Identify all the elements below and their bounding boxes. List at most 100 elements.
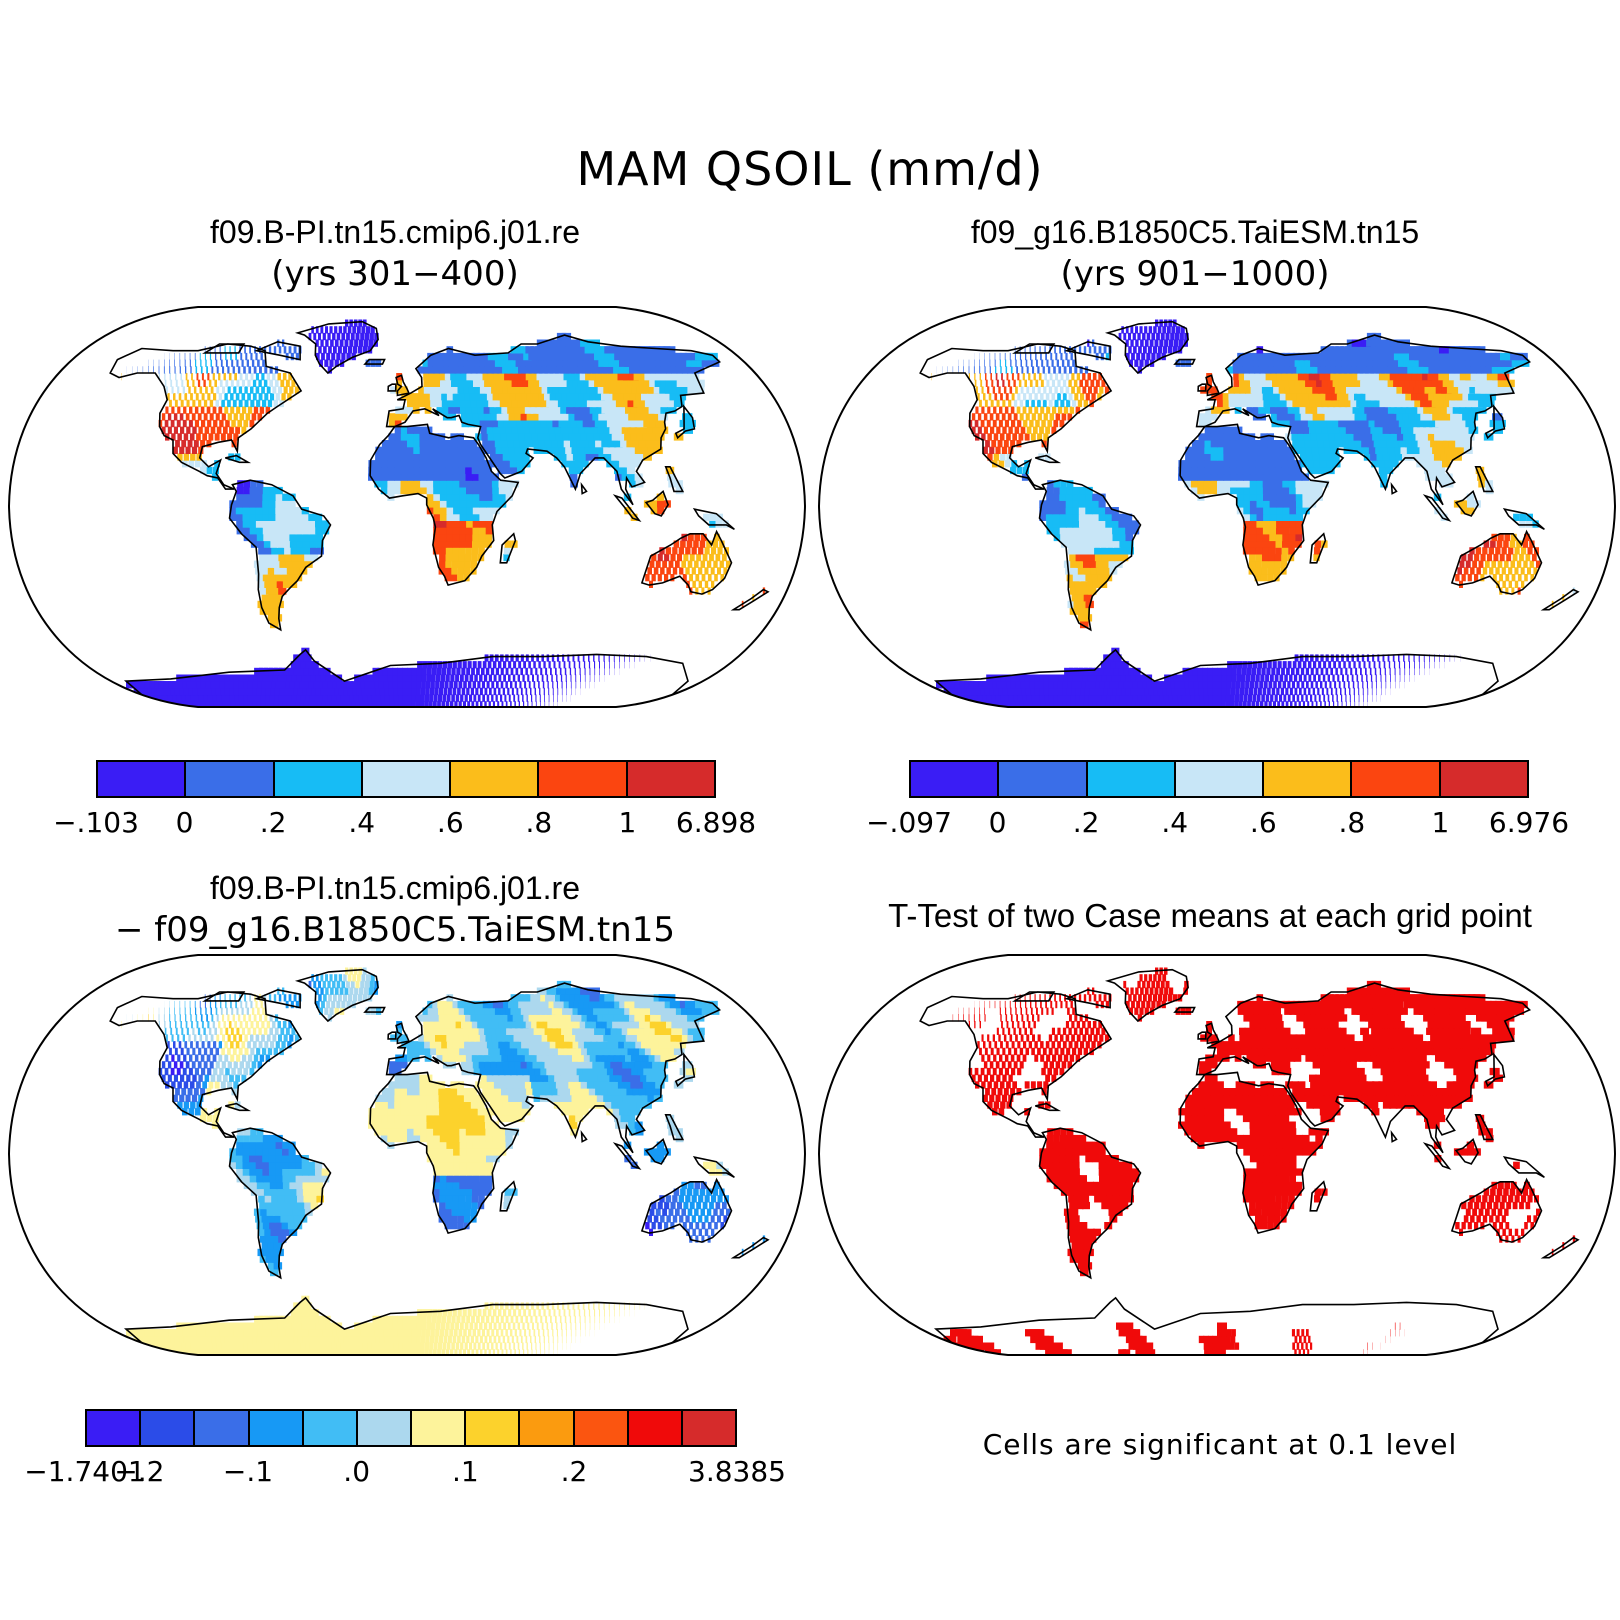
case1-colorbar: [96, 760, 716, 798]
colorbar-tick-label: 1: [618, 806, 637, 839]
colorbar-swatch: [627, 762, 714, 796]
colorbar-tick-label: .1: [451, 1455, 479, 1488]
coastline-victoria: [202, 343, 246, 354]
colorbar-tick-label: 0: [175, 806, 194, 839]
coastline-newGuinea: [692, 508, 735, 531]
coastline-eurasia: [1195, 982, 1532, 1154]
coastline-sumatra: [1422, 494, 1452, 523]
colorbar-tick-label: .4: [1161, 806, 1189, 839]
colorbar-swatch: [249, 1411, 304, 1445]
coastline-cuba: [225, 454, 252, 464]
coastline-japan: [1484, 404, 1506, 440]
coastlines: [109, 968, 770, 1355]
coastline-philippines: [1474, 1114, 1495, 1141]
colorbar-swatch: [628, 1411, 683, 1445]
coastline-eurasia: [385, 982, 722, 1154]
difference-map: [8, 954, 806, 1356]
coastline-newZealand: [1540, 588, 1580, 611]
coastline-australia: [1450, 1177, 1543, 1243]
colorbar-tick-label: .8: [1338, 806, 1366, 839]
coastline-antarctica: [933, 1296, 1499, 1355]
significance-note: Cells are significant at 0.1 level: [982, 1428, 1458, 1461]
coastline-greenland: [1104, 968, 1189, 1023]
coastline-britain: [395, 1022, 411, 1045]
coastline-greenland: [294, 320, 379, 375]
coastline-iceland: [363, 1006, 386, 1013]
map-border: [8, 954, 806, 1356]
colorbar-swatch: [1087, 762, 1176, 796]
coastline-iceland: [1173, 358, 1196, 365]
ttest-title: T-Test of two Case means at each grid po…: [888, 897, 1532, 934]
coastline-britain: [395, 374, 411, 397]
coastline-ireland: [387, 383, 397, 392]
coastline-northAmerica: [919, 343, 1113, 490]
coastline-borneo: [644, 490, 669, 517]
coastline-africa: [369, 423, 520, 587]
colorbar-swatch: [1440, 762, 1527, 796]
coastline-southAmerica: [1038, 1127, 1142, 1280]
coastline-japan: [674, 1052, 696, 1088]
case1-subtitle: (yrs 301−400): [271, 254, 519, 294]
coastline-africa: [1179, 1071, 1330, 1235]
diff-subtitle: − f09_g16.B1850C5.TaiESM.tn15: [115, 910, 675, 950]
colorbar-tick-label: .8: [525, 806, 553, 839]
coastline-newZealand: [1540, 1236, 1580, 1259]
coastline-africa: [369, 1071, 520, 1235]
coastline-sriLanka: [1390, 481, 1398, 495]
coastline-ireland: [387, 1031, 397, 1040]
coastline-sriLanka: [1390, 1129, 1398, 1143]
coastline-newZealand: [730, 1236, 770, 1259]
coastline-greenland: [294, 968, 379, 1023]
coastline-baffin: [253, 988, 301, 1009]
coastline-sumatra: [612, 1142, 642, 1171]
case2-colorbar: [909, 760, 1529, 798]
colorbar-swatch: [574, 1411, 629, 1445]
coastline-northAmerica: [109, 343, 303, 490]
coastline-eurasia: [1195, 334, 1532, 506]
colorbar-tick-label: .2: [259, 806, 287, 839]
coastline-ireland: [1197, 1031, 1207, 1040]
field-cells: [121, 967, 766, 1355]
coastline-southAmerica: [228, 1127, 332, 1280]
colorbar-tick-label: −1.7401: [24, 1455, 146, 1488]
coastline-japan: [674, 404, 696, 440]
coastline-africa: [1179, 423, 1330, 587]
coastline-madagascar: [1309, 532, 1327, 564]
case1-map: [8, 306, 806, 708]
coastline-borneo: [644, 1138, 669, 1165]
coastline-victoria: [202, 991, 246, 1002]
coastlines: [109, 320, 770, 707]
coastline-antarctica: [933, 648, 1499, 707]
field-cells: [931, 319, 1576, 707]
coastline-baffin: [1063, 340, 1111, 361]
coastlines: [919, 968, 1580, 1355]
colorbar-tick-label: .4: [348, 806, 376, 839]
coastline-iceland: [1173, 1006, 1196, 1013]
coastline-baffin: [253, 340, 301, 361]
coastline-japan: [1484, 1052, 1506, 1088]
colorbar-swatch: [362, 762, 452, 796]
coastline-northAmerica: [919, 991, 1113, 1138]
coastline-australia: [640, 529, 733, 595]
coastline-newGuinea: [1502, 508, 1545, 531]
coastline-cuba: [1035, 454, 1062, 464]
colorbar-swatch: [87, 1411, 142, 1445]
colorbar-swatch: [539, 762, 628, 796]
coastline-antarctica: [123, 648, 689, 707]
colorbar-swatch: [195, 1411, 250, 1445]
colorbar-swatch: [682, 1411, 736, 1445]
colorbar-tick-label: 1: [1431, 806, 1450, 839]
colorbar-tick-label: 0: [988, 806, 1007, 839]
colorbar-swatch: [186, 762, 275, 796]
map-border: [818, 306, 1616, 708]
coastline-newZealand: [730, 588, 770, 611]
map-border: [8, 306, 806, 708]
case2-title: f09_g16.B1850C5.TaiESM.tn15: [970, 214, 1420, 250]
colorbar-swatch: [303, 1411, 358, 1445]
colorbar-swatch: [451, 762, 540, 796]
coastline-victoria: [1012, 991, 1056, 1002]
colorbar-tick-label: 6.976: [1488, 806, 1570, 839]
coastline-eurasia: [385, 334, 722, 506]
colorbar-tick-label: .2: [1072, 806, 1100, 839]
coastline-newGuinea: [692, 1156, 735, 1179]
